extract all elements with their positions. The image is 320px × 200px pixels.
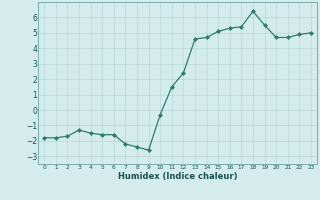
X-axis label: Humidex (Indice chaleur): Humidex (Indice chaleur)	[118, 172, 237, 181]
